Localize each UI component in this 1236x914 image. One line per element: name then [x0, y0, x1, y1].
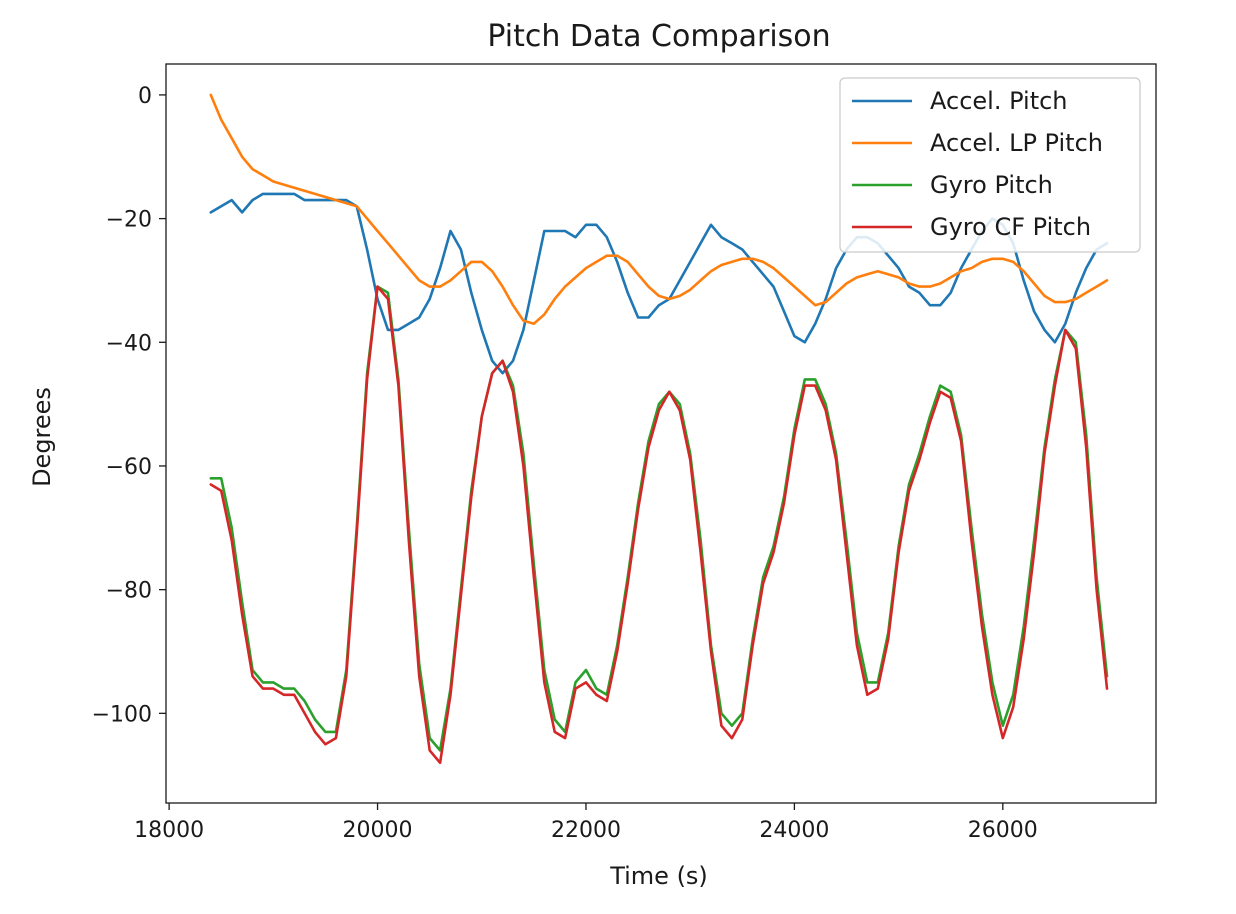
y-tick-label: −60 — [106, 455, 152, 480]
x-tick-label: 22000 — [551, 818, 621, 843]
x-tick-label: 18000 — [134, 818, 204, 843]
x-tick-label: 26000 — [968, 818, 1038, 843]
series-line-1 — [209, 192, 1109, 375]
series-layer — [209, 93, 1109, 765]
y-tick-label: −100 — [92, 702, 152, 727]
x-tick-label: 20000 — [343, 818, 413, 843]
x-tick-label: 24000 — [759, 818, 829, 843]
legend: Accel. Pitch Accel. LP Pitch Gyro Pitch Gyr… — [839, 77, 1141, 253]
series-line-4 — [209, 285, 1109, 765]
y-axis-label: Degrees — [28, 387, 56, 487]
legend-box — [839, 77, 1141, 253]
y-tick-label: −40 — [106, 331, 152, 356]
y-tick-label: −80 — [106, 579, 152, 604]
legend-label-2: Accel. LP Pitch — [930, 129, 1103, 157]
plot-frame — [165, 63, 1157, 804]
legend-label-1: Accel. Pitch — [930, 87, 1068, 115]
x-axis-ticks: 18000 20000 22000 24000 26000 — [134, 803, 1038, 843]
x-axis-label: Time (s) — [609, 862, 708, 890]
y-axis-ticks: 0 −20 −40 −60 −80 −100 — [92, 84, 166, 727]
y-tick-label: −20 — [106, 208, 152, 233]
legend-label-3: Gyro Pitch — [930, 171, 1053, 199]
y-tick-label: 0 — [138, 84, 152, 109]
series-line-2 — [209, 93, 1109, 326]
chart-title: Pitch Data Comparison — [487, 19, 830, 54]
legend-label-4: Gyro CF Pitch — [930, 213, 1091, 241]
